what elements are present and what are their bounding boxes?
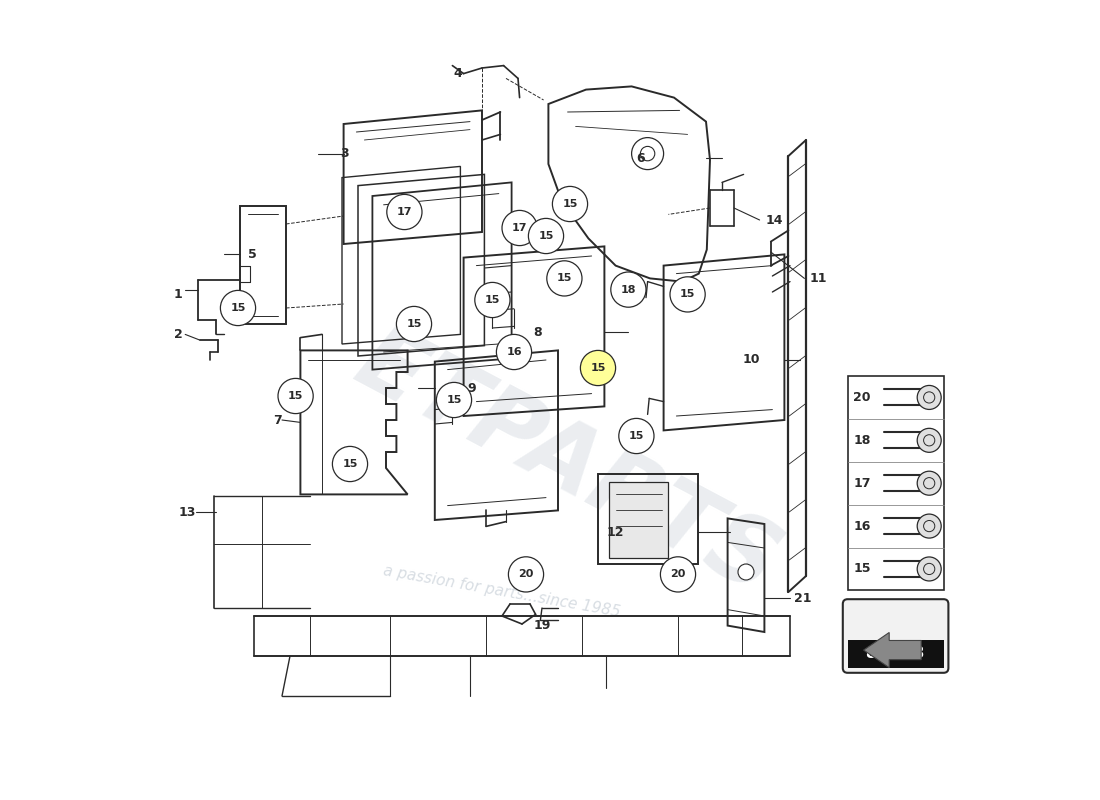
Circle shape: [917, 514, 942, 538]
Text: 15: 15: [447, 395, 462, 405]
Circle shape: [660, 557, 695, 592]
Circle shape: [670, 277, 705, 312]
Text: 1: 1: [174, 288, 183, 301]
Text: 17: 17: [512, 223, 527, 233]
Circle shape: [547, 261, 582, 296]
Circle shape: [917, 471, 942, 495]
Text: ETPARTS: ETPARTS: [340, 314, 792, 614]
Text: 16: 16: [854, 519, 871, 533]
FancyBboxPatch shape: [848, 640, 944, 668]
Text: 12: 12: [606, 526, 624, 538]
Circle shape: [278, 378, 314, 414]
Text: 15: 15: [230, 303, 245, 313]
Text: 21: 21: [794, 592, 812, 605]
Circle shape: [552, 186, 587, 222]
Text: 18: 18: [620, 285, 636, 294]
Circle shape: [475, 282, 510, 318]
Text: 825 03: 825 03: [867, 646, 925, 662]
FancyBboxPatch shape: [848, 376, 944, 590]
Text: 19: 19: [534, 619, 551, 632]
Text: 17: 17: [397, 207, 412, 217]
Circle shape: [396, 306, 431, 342]
Polygon shape: [864, 633, 921, 668]
Text: 15: 15: [854, 562, 871, 575]
Circle shape: [619, 418, 654, 454]
Text: 15: 15: [557, 274, 572, 283]
Circle shape: [738, 564, 754, 580]
Text: 18: 18: [854, 434, 871, 447]
Circle shape: [508, 557, 543, 592]
Circle shape: [502, 210, 537, 246]
Text: 15: 15: [680, 290, 695, 299]
Text: 15: 15: [406, 319, 421, 329]
Text: 11: 11: [810, 272, 827, 285]
Text: 3: 3: [340, 147, 349, 160]
Text: 5: 5: [248, 248, 256, 261]
Text: 16: 16: [506, 347, 521, 357]
FancyBboxPatch shape: [843, 599, 948, 673]
Text: 15: 15: [485, 295, 501, 305]
Circle shape: [917, 557, 942, 581]
Circle shape: [332, 446, 367, 482]
Text: 6: 6: [636, 152, 645, 165]
Text: 10: 10: [742, 354, 760, 366]
Text: 15: 15: [538, 231, 553, 241]
Text: 20: 20: [670, 570, 685, 579]
Circle shape: [917, 428, 942, 452]
Text: 20: 20: [518, 570, 534, 579]
Text: 2: 2: [174, 328, 183, 341]
Text: 15: 15: [342, 459, 358, 469]
Circle shape: [610, 272, 646, 307]
Text: 4: 4: [453, 67, 462, 80]
Circle shape: [917, 386, 942, 410]
Text: 20: 20: [854, 391, 871, 404]
Text: a passion for parts...since 1985: a passion for parts...since 1985: [382, 564, 622, 620]
Text: 7: 7: [273, 414, 282, 426]
Text: 15: 15: [629, 431, 645, 441]
Text: 15: 15: [591, 363, 606, 373]
Text: 14: 14: [766, 214, 783, 226]
Circle shape: [496, 334, 531, 370]
Text: 8: 8: [534, 326, 542, 338]
Text: 15: 15: [562, 199, 578, 209]
Circle shape: [528, 218, 563, 254]
Circle shape: [631, 138, 663, 170]
Text: 13: 13: [179, 506, 197, 518]
Text: 15: 15: [288, 391, 304, 401]
Text: 17: 17: [854, 477, 871, 490]
Text: 9: 9: [468, 382, 476, 394]
Circle shape: [220, 290, 255, 326]
Polygon shape: [609, 482, 669, 558]
Circle shape: [387, 194, 422, 230]
Circle shape: [437, 382, 472, 418]
Circle shape: [581, 350, 616, 386]
